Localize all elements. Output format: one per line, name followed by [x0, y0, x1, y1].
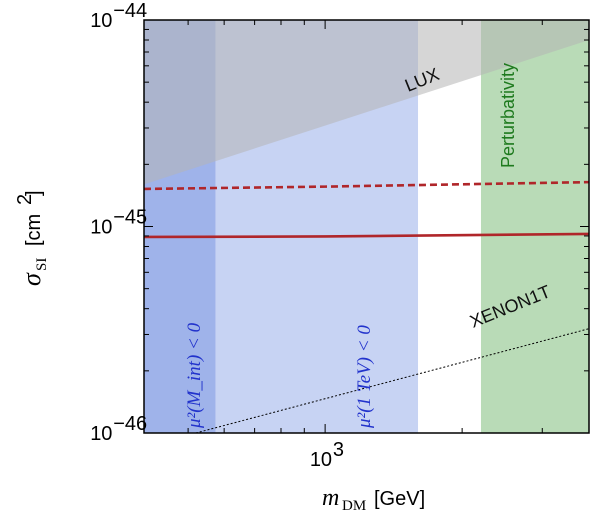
svg-text:[cm: [cm: [23, 214, 45, 246]
svg-text:10: 10: [310, 449, 332, 471]
y-tick-label: 10 −46: [90, 413, 147, 445]
svg-text:−45: −45: [113, 207, 147, 229]
svg-text:10: 10: [90, 423, 112, 445]
lux-exclusion: [144, 20, 589, 185]
svg-text:m: m: [322, 485, 339, 511]
svg-text:]: ]: [23, 190, 45, 196]
svg-text:SI: SI: [34, 258, 50, 271]
svg-text:10: 10: [90, 10, 112, 32]
svg-text:3: 3: [333, 439, 344, 461]
mu-tev-label: μ²(1 TeV) < 0: [354, 325, 375, 429]
svg-text:[GeV]: [GeV]: [374, 488, 425, 510]
perturbativity-label: Perturbativity: [498, 63, 518, 168]
svg-text:2: 2: [14, 194, 36, 205]
x-tick-label: 10 3: [310, 439, 344, 471]
svg-text:−46: −46: [113, 413, 147, 435]
svg-text:σ: σ: [17, 272, 46, 286]
mu-int-label: μ²(M_int) < 0: [184, 322, 205, 429]
svg-text:−44: −44: [113, 0, 147, 22]
x-axis-title: m DM [GeV]: [322, 485, 425, 514]
region-band-2: [480, 20, 589, 433]
y-tick-label: 10 −45: [90, 207, 147, 239]
y-axis-title: σ SI [cm 2 ]: [14, 190, 50, 286]
series-line-solid: [144, 232, 589, 239]
svg-text:10: 10: [90, 217, 112, 239]
y-tick-label: 10 −44: [90, 0, 147, 32]
series-line-dashed: [144, 180, 589, 191]
svg-text:DM: DM: [342, 498, 366, 514]
